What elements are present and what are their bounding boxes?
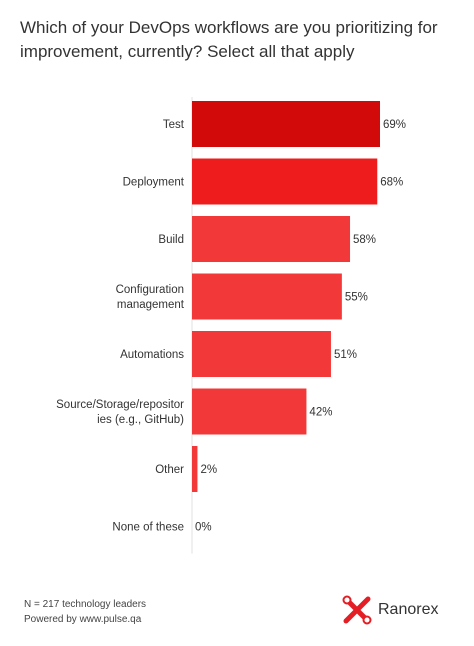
- ranorex-logo: Ranorex: [342, 594, 438, 626]
- category-label: Build: [158, 234, 184, 246]
- ranorex-x-icon: [342, 595, 372, 625]
- value-label: 51%: [334, 349, 357, 361]
- category-label: Deployment: [123, 177, 185, 189]
- category-label: management: [117, 299, 185, 311]
- value-label: 68%: [380, 177, 403, 189]
- category-label: Test: [163, 119, 185, 131]
- bar: [192, 158, 378, 205]
- category-label: Other: [155, 464, 184, 476]
- category-label: Configuration: [116, 284, 184, 296]
- category-label: Source/Storage/repositor: [56, 399, 184, 411]
- value-label: 69%: [383, 119, 406, 131]
- sample-size-note: N = 217 technology leaders: [24, 599, 147, 610]
- bar: [192, 331, 331, 377]
- bar-chart: Test 69% Deployment 68% Build 58% Configuratio…: [56, 97, 406, 554]
- bar: [192, 216, 351, 262]
- bar: [192, 388, 307, 435]
- value-label: 2%: [200, 464, 217, 476]
- value-label: 55%: [345, 292, 368, 304]
- category-label: None of these: [112, 522, 184, 534]
- value-label: 42%: [309, 407, 332, 419]
- logo-text: Ranorex: [378, 601, 439, 618]
- value-label: 0%: [195, 522, 212, 534]
- bar: [192, 273, 342, 320]
- bar: [192, 101, 380, 147]
- source-note: Powered by www.pulse.qa: [24, 614, 142, 625]
- chart-title: Which of your DevOps workflows are you p…: [20, 18, 438, 61]
- category-label: Automations: [120, 349, 184, 361]
- chart-footer: N = 217 technology leaders Powered by ww…: [24, 597, 146, 627]
- bar: [192, 446, 198, 492]
- value-label: 58%: [353, 234, 376, 246]
- category-label: ies (e.g., GitHub): [97, 414, 184, 426]
